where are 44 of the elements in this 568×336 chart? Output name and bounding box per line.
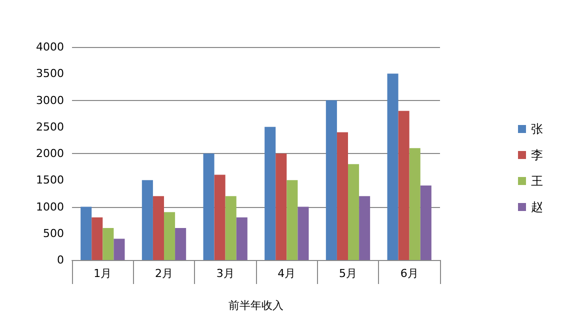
legend-label: 张 xyxy=(531,122,543,136)
bar xyxy=(359,196,370,260)
bar xyxy=(236,217,248,260)
y-tick-label: 1500 xyxy=(36,174,64,187)
bar xyxy=(409,148,420,260)
bar xyxy=(80,206,92,260)
x-tick-label: 4月 xyxy=(278,267,296,280)
bar xyxy=(142,180,153,260)
bar xyxy=(387,74,398,260)
bar xyxy=(214,174,226,260)
bar xyxy=(276,154,287,260)
bar xyxy=(102,228,114,260)
y-tick-label: 0 xyxy=(57,254,64,266)
bar xyxy=(326,100,337,260)
bar xyxy=(225,196,236,260)
bar xyxy=(348,164,360,260)
y-tick-label: 3500 xyxy=(36,67,64,80)
x-tick-label: 1月 xyxy=(94,267,112,280)
x-tick-label: 3月 xyxy=(216,267,234,280)
bar xyxy=(298,206,309,260)
bar xyxy=(336,132,348,260)
bar xyxy=(175,228,186,260)
x-tick-label: 5月 xyxy=(339,267,357,280)
y-tick-label: 3000 xyxy=(36,94,64,107)
x-tick-label: 2月 xyxy=(155,267,173,280)
y-tick-label: 2000 xyxy=(36,147,64,160)
legend-label: 赵 xyxy=(531,200,543,214)
bar xyxy=(264,126,276,260)
bar xyxy=(92,217,103,260)
bar xyxy=(203,154,214,260)
y-tick-label: 4000 xyxy=(36,40,64,54)
x-tick-label: 6月 xyxy=(400,267,418,280)
bar xyxy=(398,110,410,260)
bar xyxy=(114,238,125,260)
x-axis-title: 前半年收入 xyxy=(228,299,284,312)
y-tick-label: 500 xyxy=(43,226,64,240)
bar xyxy=(420,185,432,260)
legend-label: 李 xyxy=(531,148,543,162)
legend-label: 王 xyxy=(531,174,543,188)
bar xyxy=(164,212,176,260)
y-tick-label: 1000 xyxy=(36,200,64,214)
bar xyxy=(152,196,164,260)
bar xyxy=(286,180,298,260)
y-tick-label: 2500 xyxy=(36,120,64,134)
